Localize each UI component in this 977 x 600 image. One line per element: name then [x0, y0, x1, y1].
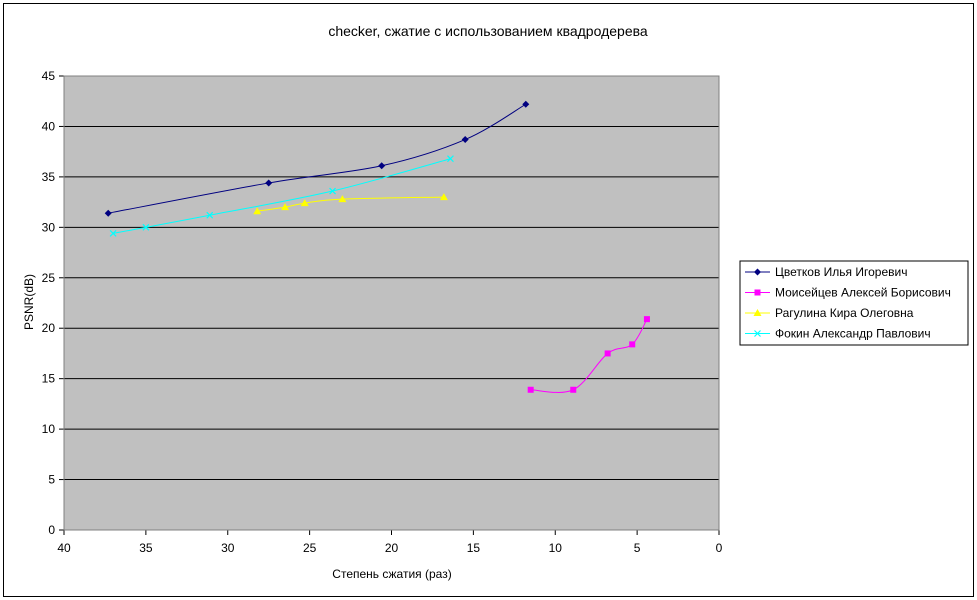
- plot-area: 0 5 10 15 20 25 30 35 40 45 40 35 30 25 20 15 10 5 0: [42, 69, 723, 555]
- data-point: [604, 350, 611, 357]
- series-4: [109, 155, 454, 237]
- data-point: [142, 223, 150, 231]
- series-1: [104, 100, 530, 217]
- data-point: [461, 136, 469, 144]
- x-tick-label: 35: [139, 541, 153, 555]
- y-tick-label: 15: [42, 372, 56, 386]
- data-point: [570, 386, 577, 393]
- legend-item: Моисейцев Алексей Борисович: [745, 286, 951, 300]
- y-tick-label: 10: [42, 422, 56, 436]
- legend-label: Моисейцев Алексей Борисович: [775, 286, 951, 300]
- data-point: [265, 179, 273, 187]
- y-tick-label: 5: [48, 473, 55, 487]
- x-tick-label: 0: [716, 541, 723, 555]
- x-tick-label: 30: [221, 541, 235, 555]
- legend-label: Рагулина Кира Олеговна: [775, 306, 914, 320]
- legend-marker: [754, 330, 761, 337]
- data-point: [629, 341, 636, 348]
- data-point: [253, 207, 262, 215]
- y-tick-label: 45: [42, 69, 56, 83]
- x-axis-title: Степень сжатия (раз): [332, 567, 451, 581]
- plot-border: [63, 75, 720, 531]
- y-axis-title: PSNR(dB): [22, 274, 36, 330]
- data-point: [104, 209, 112, 217]
- legend-item: Фокин Александр Павлович: [745, 327, 931, 341]
- data-point: [522, 100, 530, 108]
- data-point: [643, 316, 650, 323]
- legend-marker: [754, 289, 761, 296]
- data-point: [109, 229, 117, 237]
- series-2: [527, 316, 650, 393]
- legend-item: Рагулина Кира Олеговна: [745, 306, 914, 320]
- y-tick-label: 30: [42, 220, 56, 234]
- data-point: [447, 155, 454, 163]
- series-3: [253, 193, 448, 215]
- legend-marker: [753, 309, 762, 316]
- x-tick-label: 40: [57, 541, 71, 555]
- x-tick-label: 25: [303, 541, 317, 555]
- data-point: [338, 195, 347, 203]
- legend-marker: [754, 268, 761, 276]
- series-line: [113, 158, 451, 234]
- y-tick-label: 0: [48, 523, 55, 537]
- legend-label: Цветков Илья Игоревич: [775, 265, 907, 279]
- data-point: [300, 199, 309, 207]
- x-tick-label: 10: [549, 541, 563, 555]
- data-point: [378, 162, 386, 170]
- legend-label: Фокин Александр Павлович: [775, 327, 931, 341]
- y-tick-label: 35: [42, 170, 56, 184]
- legend-box: [739, 260, 969, 346]
- plot-background: [64, 76, 719, 530]
- y-tick-label: 40: [42, 119, 56, 133]
- data-point: [281, 203, 290, 211]
- y-tick-label: 20: [42, 321, 56, 335]
- legend: Цветков Илья Игоревич Моисейцев Алексей Б…: [739, 260, 969, 346]
- x-tick-label: 15: [467, 541, 481, 555]
- x-tick-label: 5: [634, 541, 641, 555]
- data-point: [329, 187, 336, 195]
- data-point: [206, 211, 214, 219]
- data-point: [439, 193, 448, 201]
- y-tick-label: 25: [42, 271, 56, 285]
- x-tick-label: 20: [385, 541, 399, 555]
- legend-item: Цветков Илья Игоревич: [745, 265, 907, 279]
- chart-title: checker, сжатие с использованием квадрод…: [328, 23, 648, 39]
- data-point: [527, 386, 534, 393]
- series-line: [108, 103, 527, 214]
